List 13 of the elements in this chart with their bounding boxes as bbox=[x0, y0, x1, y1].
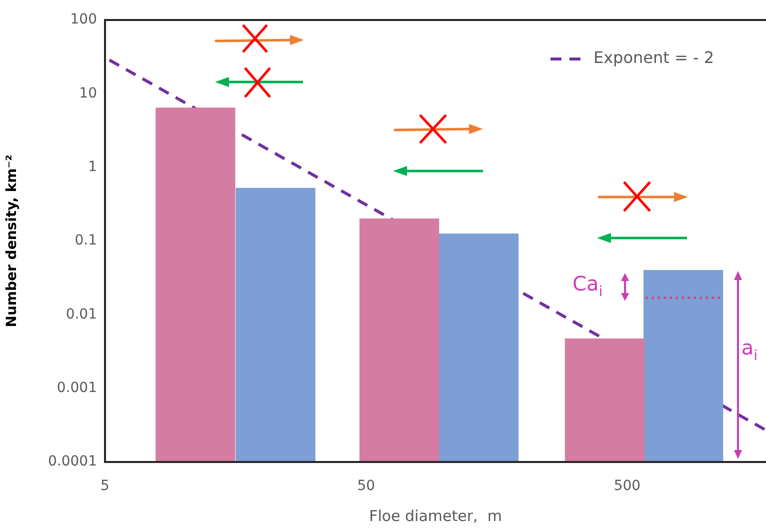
x-tick-label: 5 bbox=[100, 478, 110, 494]
x-axis-title: Floe diameter, m bbox=[369, 506, 502, 525]
x-tick-label: 50 bbox=[357, 478, 376, 494]
y-tick-label: 0.0001 bbox=[48, 454, 97, 470]
y-tick-label: 0.01 bbox=[66, 306, 97, 322]
y-tick-label: 0.1 bbox=[74, 232, 97, 249]
y-tick-label: 10 bbox=[79, 85, 97, 102]
y-axis-title: Number density, km⁻² bbox=[4, 154, 20, 328]
y-tick-label: 1 bbox=[88, 158, 97, 175]
y-tick-label: 100 bbox=[70, 12, 97, 28]
legend-label: Exponent = - 2 bbox=[593, 48, 714, 68]
y-tick-label: 0.001 bbox=[56, 380, 97, 396]
x-tick-label: 500 bbox=[614, 478, 641, 494]
